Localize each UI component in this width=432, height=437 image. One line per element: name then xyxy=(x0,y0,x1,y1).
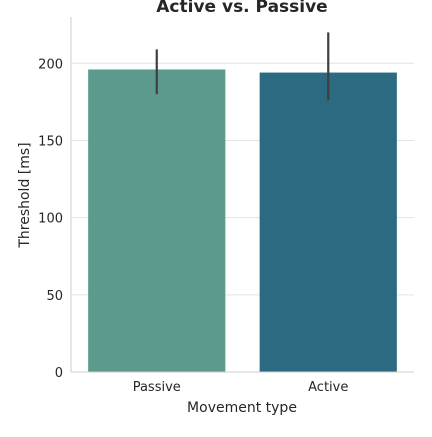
bar-active xyxy=(259,72,397,372)
bar-passive xyxy=(88,69,226,372)
y-tick-label: 50 xyxy=(46,289,63,304)
x-tick-label: Passive xyxy=(133,380,181,395)
x-axis-label: Movement type xyxy=(187,400,297,416)
y-tick-label: 0 xyxy=(55,366,63,381)
y-tick-labels: 0 50 100 150 200 xyxy=(38,57,63,381)
y-tick-label: 200 xyxy=(38,57,63,72)
x-tick-labels: Passive Active xyxy=(133,380,349,395)
y-axis-label: Threshold [ms] xyxy=(17,142,33,248)
x-tick-label: Active xyxy=(308,380,348,395)
error-bars xyxy=(155,32,330,101)
y-tick-label: 150 xyxy=(38,134,63,149)
y-tick-label: 100 xyxy=(38,212,63,227)
chart-title: Active vs. Passive xyxy=(156,0,327,17)
bars xyxy=(88,69,397,372)
